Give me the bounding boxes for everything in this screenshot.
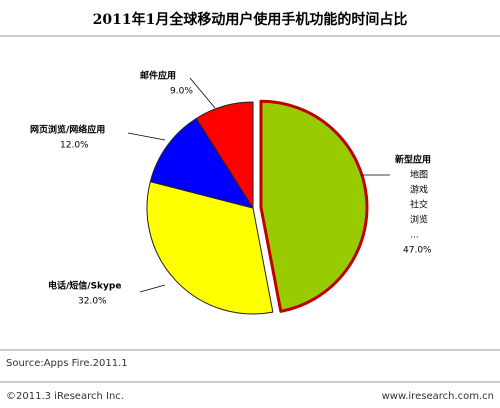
slice-label: 新型应用 bbox=[395, 154, 431, 166]
slice-detail: 浏览 bbox=[410, 214, 428, 226]
value-label: 9.0% bbox=[170, 87, 193, 97]
website: www.iresearch.com.cn bbox=[382, 391, 494, 402]
slice-detail: 地图 bbox=[410, 169, 428, 181]
pie-slice bbox=[259, 99, 369, 313]
slice-detail: ... bbox=[410, 231, 419, 241]
pie-slice bbox=[149, 118, 254, 209]
value-label: 32.0% bbox=[78, 297, 107, 307]
copyright: ©2011.3 iResearch Inc. bbox=[6, 391, 124, 402]
leader-line bbox=[127, 132, 166, 141]
value-label: 12.0% bbox=[60, 141, 89, 151]
pie-slice bbox=[195, 101, 254, 209]
leader-line bbox=[139, 284, 166, 293]
slice-label: 邮件应用 bbox=[140, 70, 176, 82]
chart-title: 2011年1月全球移动用户使用手机功能的时间占比 bbox=[93, 11, 408, 28]
value-label: 47.0% bbox=[403, 246, 432, 256]
slice-detail: 社交 bbox=[410, 199, 428, 211]
slice-detail: 游戏 bbox=[410, 184, 428, 196]
pie-slice bbox=[146, 181, 274, 315]
source: Source:Apps Fire.2011.1 bbox=[6, 358, 128, 369]
slice-label: 电话/短信/Skype bbox=[48, 280, 121, 292]
slice-label: 网页浏览/网络应用 bbox=[30, 124, 105, 136]
leader-line bbox=[189, 77, 216, 109]
